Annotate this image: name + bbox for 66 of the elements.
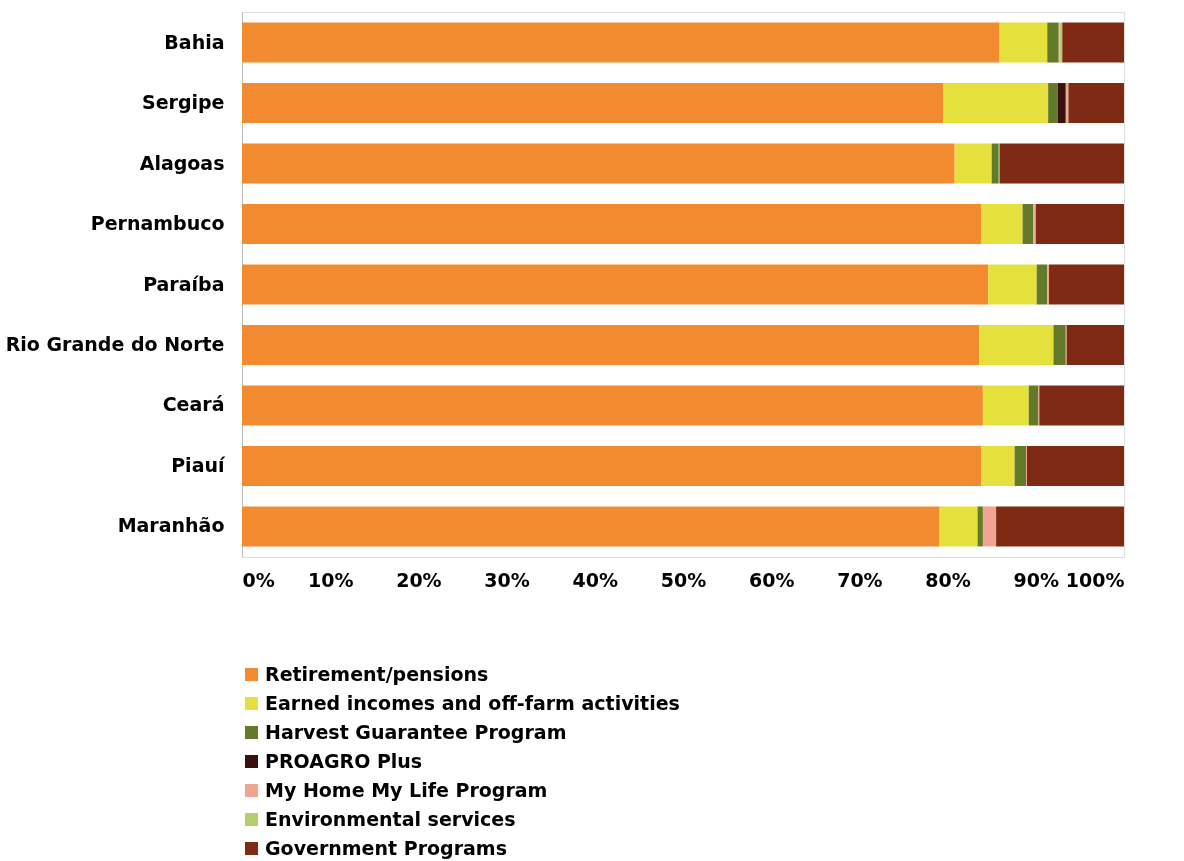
bar	[242, 143, 955, 184]
x-tick-label: 40%	[572, 568, 619, 591]
bar	[954, 143, 992, 184]
x-tick-label: 60%	[748, 568, 795, 591]
legend-label: Environmental services	[265, 807, 516, 830]
x-tick-label: 30%	[484, 568, 530, 591]
y-tick-label: Rio Grande do Norte	[5, 332, 225, 355]
y-tick-label: Bahia	[164, 30, 225, 53]
bar	[242, 445, 982, 486]
bar	[981, 445, 1015, 486]
bar	[242, 506, 940, 547]
bar	[982, 385, 1029, 426]
bar	[943, 83, 1049, 124]
bar	[1048, 83, 1058, 124]
bar	[1033, 204, 1036, 245]
y-tick-label: Paraíba	[143, 272, 225, 295]
legend-label: Retirement/pensions	[265, 662, 489, 685]
bar	[982, 506, 997, 547]
bar	[991, 143, 999, 184]
x-tick-label: 100%	[1065, 568, 1125, 591]
bar	[1039, 385, 1124, 426]
bar	[1068, 83, 1124, 124]
bar	[242, 204, 982, 245]
legend-label: PROAGRO Plus	[265, 749, 423, 772]
bar	[988, 264, 1037, 305]
x-tick-label: 0%	[242, 568, 275, 591]
legend-label: My Home My Life Program	[265, 778, 548, 801]
bar	[1053, 324, 1066, 365]
legend-label: Earned incomes and off-farm activities	[265, 691, 680, 714]
bar	[979, 324, 1054, 365]
bar	[1066, 324, 1124, 365]
x-tick-label: 70%	[837, 568, 883, 591]
bar	[1062, 22, 1124, 63]
y-tick-label: Piauí	[171, 453, 226, 476]
bar	[1035, 204, 1124, 245]
bar	[1014, 445, 1027, 486]
bar	[1026, 445, 1124, 486]
x-tick-label: 50%	[660, 568, 707, 591]
y-tick-label: Sergipe	[141, 91, 225, 114]
legend-label: Government Programs	[265, 836, 507, 859]
y-tick-label: Ceará	[162, 393, 225, 416]
bar	[1057, 83, 1066, 124]
x-tick-label: 80%	[925, 568, 971, 591]
y-tick-label: Maranhão	[117, 514, 225, 537]
x-tick-label: 20%	[396, 568, 442, 591]
bar	[242, 264, 989, 305]
bar	[242, 83, 944, 124]
bar	[242, 385, 983, 426]
bar	[999, 22, 1048, 63]
bar	[977, 506, 983, 547]
x-tick-label: 90%	[1013, 568, 1060, 591]
bar	[939, 506, 978, 547]
bar	[242, 22, 1000, 63]
bar	[981, 204, 1023, 245]
y-tick-label: Pernambuco	[90, 212, 225, 235]
bar	[242, 324, 980, 365]
bar	[999, 143, 1124, 184]
bar	[1047, 22, 1059, 63]
x-tick-label: 10%	[307, 568, 354, 591]
bar	[1036, 264, 1048, 305]
legend-label: Harvest Guarantee Program	[265, 720, 567, 743]
bar	[1022, 204, 1034, 245]
bar	[1049, 264, 1124, 305]
bar	[1028, 385, 1039, 426]
y-tick-label: Alagoas	[139, 151, 225, 174]
bar	[996, 506, 1124, 547]
